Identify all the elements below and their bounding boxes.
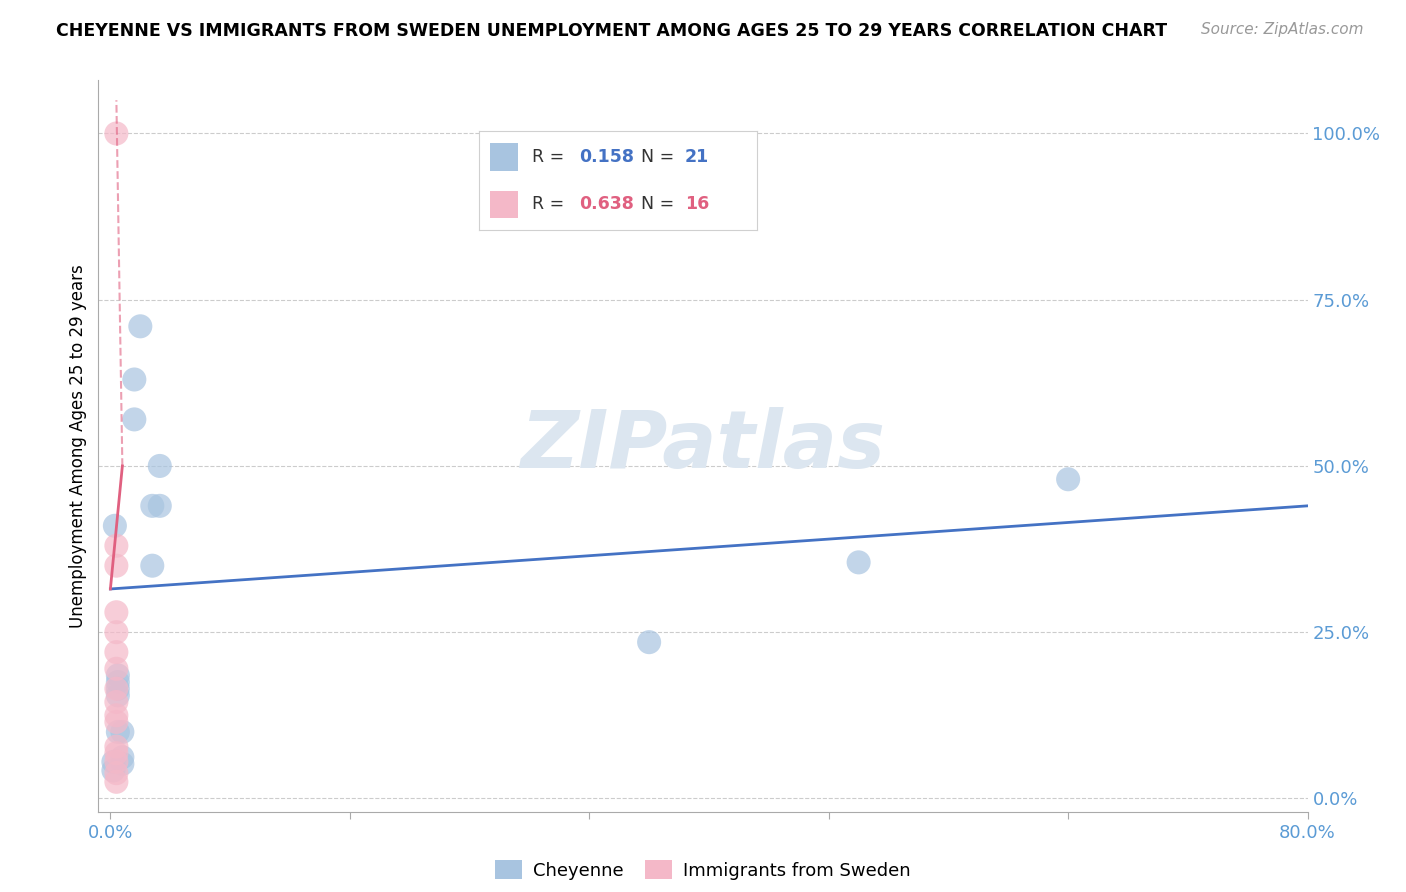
Text: ZIPatlas: ZIPatlas	[520, 407, 886, 485]
Point	[107, 681, 129, 696]
Point	[103, 755, 125, 769]
Point	[105, 681, 128, 696]
Text: CHEYENNE VS IMMIGRANTS FROM SWEDEN UNEMPLOYMENT AMONG AGES 25 TO 29 YEARS CORREL: CHEYENNE VS IMMIGRANTS FROM SWEDEN UNEMP…	[56, 22, 1167, 40]
Point	[141, 499, 163, 513]
Point	[105, 755, 128, 769]
Point	[111, 725, 134, 739]
Point	[105, 127, 128, 141]
Point	[107, 689, 129, 703]
Text: Source: ZipAtlas.com: Source: ZipAtlas.com	[1201, 22, 1364, 37]
Point	[105, 695, 128, 709]
Point	[105, 645, 128, 659]
Point	[149, 499, 172, 513]
Point	[124, 412, 146, 426]
Point	[124, 372, 146, 386]
Point	[111, 750, 134, 764]
Point	[105, 766, 128, 780]
Point	[141, 558, 163, 573]
Y-axis label: Unemployment Among Ages 25 to 29 years: Unemployment Among Ages 25 to 29 years	[69, 264, 87, 628]
Point	[149, 458, 172, 473]
Point	[105, 558, 128, 573]
Point	[129, 319, 152, 334]
Point	[105, 625, 128, 640]
Point	[1057, 472, 1080, 486]
Point	[107, 668, 129, 682]
Point	[105, 539, 128, 553]
Point	[103, 764, 125, 778]
Point	[105, 739, 128, 754]
Point	[111, 756, 134, 771]
Point	[104, 518, 127, 533]
Point	[848, 555, 870, 569]
Point	[107, 725, 129, 739]
Point	[107, 675, 129, 690]
Point	[105, 746, 128, 760]
Point	[105, 605, 128, 619]
Point	[105, 662, 128, 676]
Point	[105, 708, 128, 723]
Point	[105, 774, 128, 789]
Legend: Cheyenne, Immigrants from Sweden: Cheyenne, Immigrants from Sweden	[488, 853, 918, 887]
Point	[105, 714, 128, 729]
Point	[638, 635, 661, 649]
